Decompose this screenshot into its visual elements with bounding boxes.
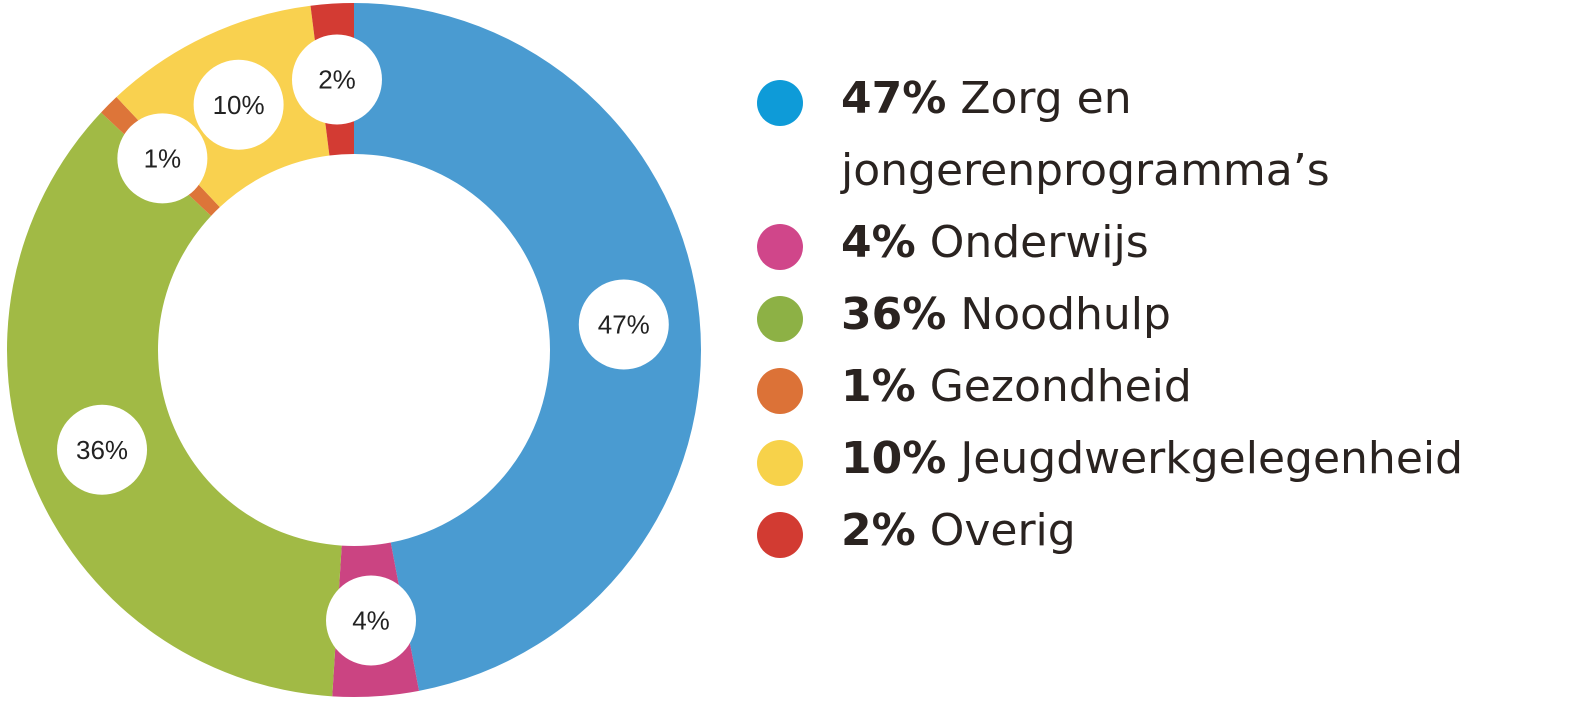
slice-value-text: 4%: [352, 605, 390, 635]
legend-item: 4% Onderwijs: [757, 217, 1577, 279]
legend-item: 2% Overig: [757, 505, 1577, 567]
donut-chart: 47% 4% 36% 1% 10% 2%: [7, 3, 702, 697]
legend-label: Zorg en jongerenprogramma’s: [841, 73, 1330, 196]
slice-value-text: 1%: [144, 143, 182, 173]
slice-value-text: 36%: [76, 435, 128, 465]
label-badge: [57, 404, 148, 495]
legend-text: 4% Onderwijs: [841, 207, 1577, 279]
slice-value-text: 47%: [598, 309, 650, 339]
slice-value-text: 2%: [318, 65, 356, 95]
slice-value-label: 4%: [326, 575, 417, 666]
slice-value-label: 36%: [57, 404, 148, 495]
label-badge: [291, 34, 382, 125]
label-badge: [117, 113, 208, 204]
legend-item: 47% Zorg en jongerenprogramma’s: [757, 73, 1577, 207]
legend-text: 2% Overig: [841, 495, 1577, 567]
label-badge: [578, 279, 669, 370]
legend-item: 10% Jeugdwerkgelegenheid: [757, 433, 1577, 495]
legend-swatch: [757, 368, 803, 414]
legend-text: 36% Noodhulp: [841, 279, 1577, 351]
slice-value-label: 1%: [117, 113, 208, 204]
label-badge: [326, 575, 417, 666]
legend-item: 1% Gezondheid: [757, 361, 1577, 423]
donut-slice: [354, 3, 702, 691]
legend-percentage: 1%: [841, 361, 916, 412]
slice-value-label: 10%: [193, 59, 284, 150]
legend-swatch: [757, 224, 803, 270]
slice-value-label: 2%: [291, 34, 382, 125]
legend-swatch: [757, 440, 803, 486]
legend-swatch: [757, 296, 803, 342]
label-badge: [193, 59, 284, 150]
legend-label: Noodhulp: [960, 289, 1171, 340]
legend-swatch: [757, 80, 803, 126]
legend-percentage: 4%: [841, 217, 916, 268]
legend-item: 36% Noodhulp: [757, 289, 1577, 351]
legend-percentage: 10%: [841, 433, 947, 484]
legend-swatch: [757, 512, 803, 558]
donut-slice: [7, 112, 342, 697]
legend-label: Jeugdwerkgelegenheid: [960, 433, 1464, 484]
legend-label: Overig: [929, 505, 1076, 556]
legend-percentage: 2%: [841, 505, 916, 556]
slice-value-text: 10%: [213, 90, 265, 120]
legend-text: 10% Jeugdwerkgelegenheid: [841, 423, 1577, 495]
legend-text: 47% Zorg en jongerenprogramma’s: [841, 63, 1577, 207]
legend-percentage: 47%: [841, 73, 947, 124]
legend-label: Gezondheid: [929, 361, 1192, 412]
legend-text: 1% Gezondheid: [841, 351, 1577, 423]
slice-value-label: 47%: [578, 279, 669, 370]
legend-label: Onderwijs: [929, 217, 1149, 268]
legend-percentage: 36%: [841, 289, 947, 340]
legend: 47% Zorg en jongerenprogramma’s 4% Onderw…: [757, 73, 1577, 579]
